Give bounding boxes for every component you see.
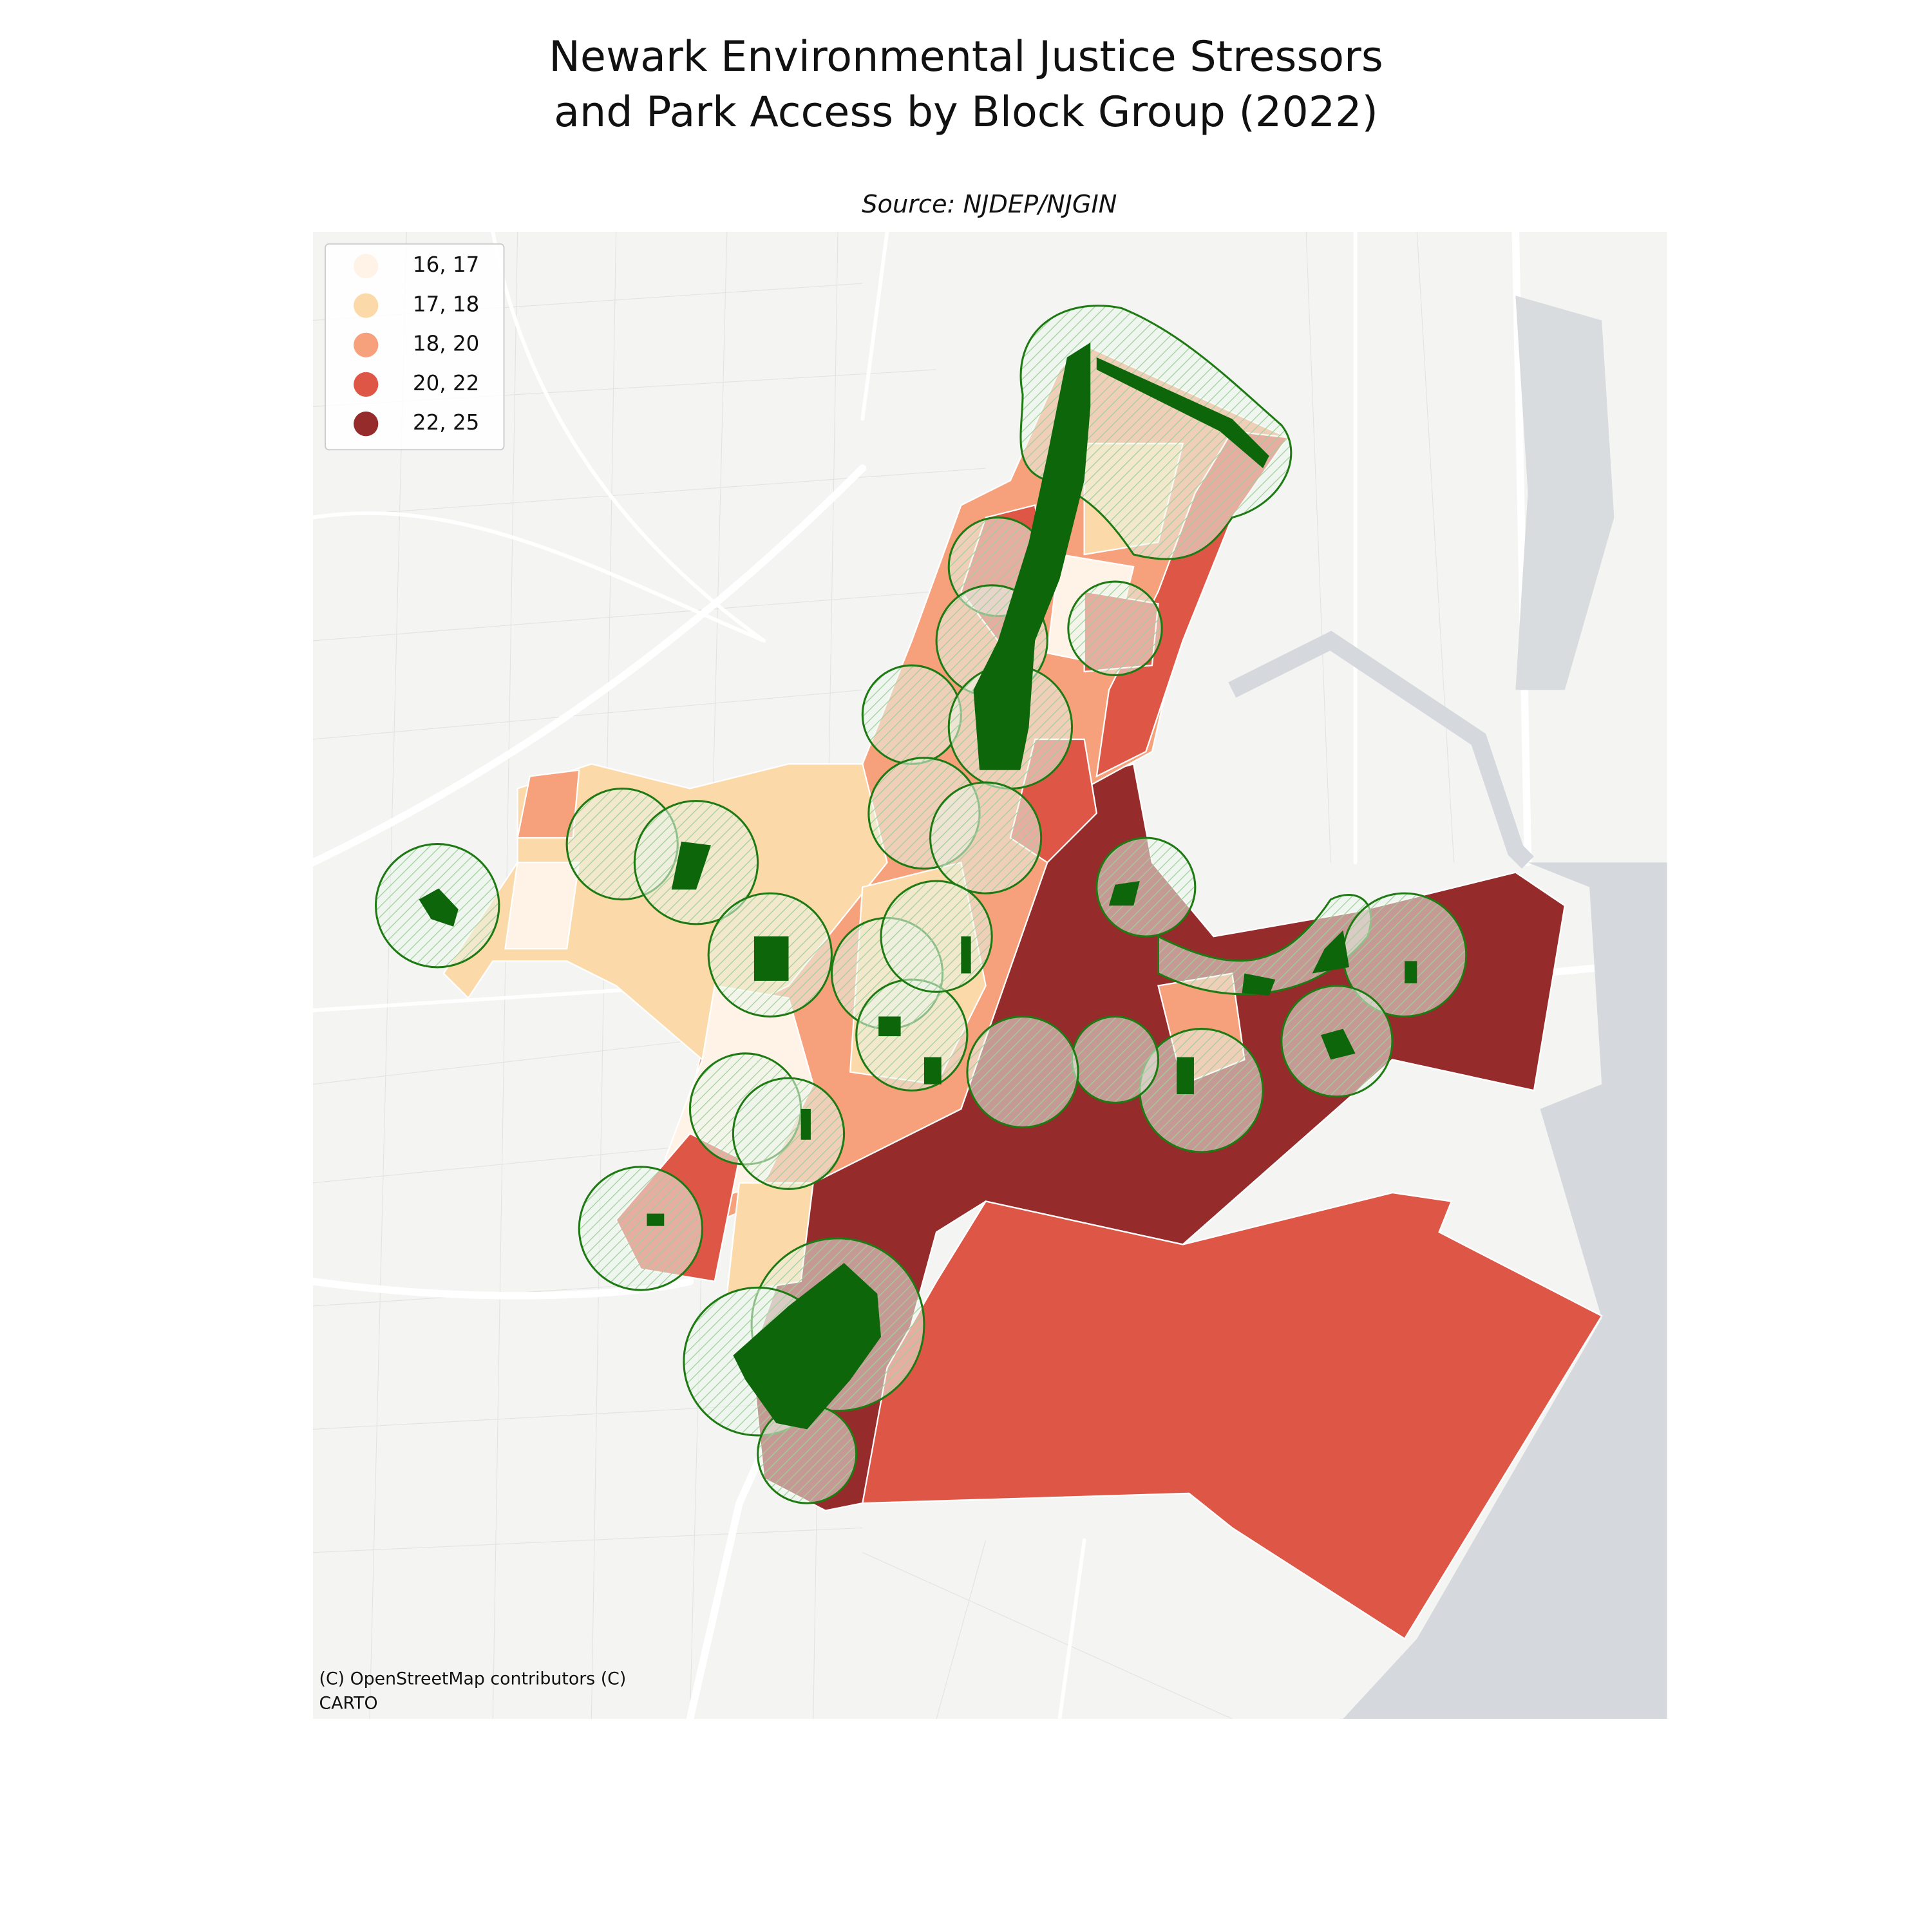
legend-label: 18, 20	[413, 332, 479, 356]
park	[800, 1108, 811, 1140]
park	[753, 936, 789, 981]
park-buffer	[966, 1015, 1079, 1129]
park-buffer	[855, 978, 969, 1092]
map-title: and Park Access by Block Group (2022)	[554, 88, 1378, 137]
legend: 16, 17 17, 18 18, 20 20, 22 22, 25	[325, 243, 505, 451]
park-buffer	[578, 1166, 704, 1291]
map-subtitle: Source: NJDEP/NJGIN	[862, 190, 1117, 219]
legend-label: 17, 18	[413, 292, 479, 316]
park	[647, 1213, 665, 1226]
park-buffer	[1095, 837, 1197, 938]
park	[1321, 1028, 1356, 1060]
park	[419, 888, 459, 927]
park	[878, 1016, 901, 1037]
park-buffer	[1071, 1015, 1159, 1104]
water	[1343, 862, 1667, 1719]
legend-swatch	[354, 293, 379, 318]
park-buffer	[929, 781, 1043, 895]
map-title: Newark Environmental Justice Stressors	[549, 33, 1383, 81]
legend-label: 20, 22	[413, 371, 479, 395]
park	[1405, 961, 1417, 983]
map: 16, 17 17, 18 18, 20 20, 22 22, 25 (C) OpenS…	[312, 231, 1667, 1719]
park	[1242, 973, 1276, 996]
park-buffer	[861, 664, 962, 765]
legend-swatch	[354, 254, 379, 279]
legend-swatch	[354, 412, 379, 437]
park-buffer	[732, 1077, 846, 1190]
parks	[419, 342, 1417, 1430]
park	[923, 1057, 942, 1084]
block-group	[504, 862, 580, 950]
river	[1228, 630, 1534, 869]
legend-swatch	[354, 372, 379, 397]
park	[1177, 1057, 1194, 1094]
attribution: CARTO	[319, 1694, 378, 1714]
water	[1515, 296, 1615, 690]
attribution: (C) OpenStreetMap contributors (C)	[319, 1669, 627, 1689]
legend-label: 16, 17	[413, 252, 479, 277]
park	[973, 342, 1091, 770]
park-buffer	[1139, 1028, 1264, 1153]
park-buffer	[880, 880, 993, 993]
park	[671, 841, 711, 890]
legend-label: 22, 25	[413, 410, 479, 435]
park	[1312, 930, 1350, 974]
legend-swatch	[354, 332, 379, 357]
park	[961, 936, 971, 974]
park-buffer	[1067, 580, 1163, 676]
park	[1096, 357, 1269, 469]
park-buffers	[375, 305, 1468, 1504]
legend-items: 16, 17 17, 18 18, 20 20, 22 22, 25	[354, 252, 479, 437]
park	[733, 1263, 881, 1430]
park	[1108, 880, 1140, 906]
